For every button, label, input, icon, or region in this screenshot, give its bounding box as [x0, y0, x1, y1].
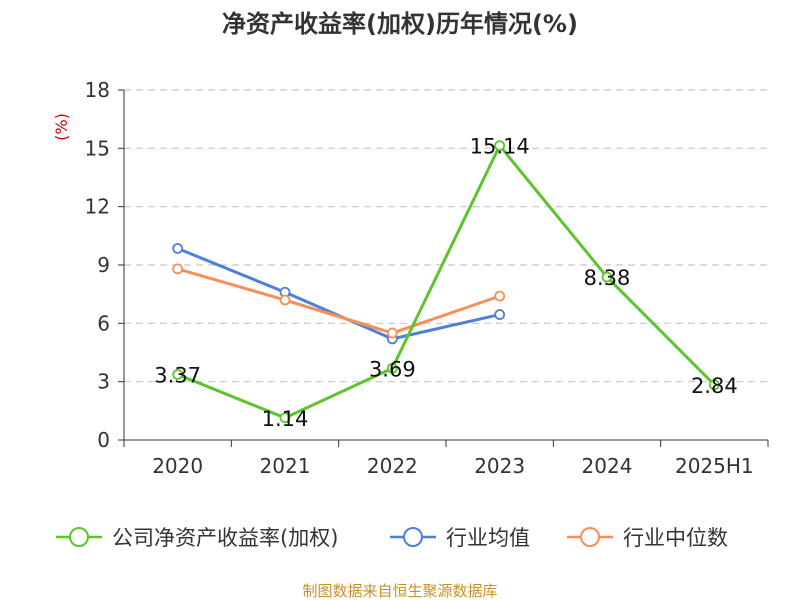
source-note: 制图数据来自恒生聚源数据库 [302, 582, 497, 600]
data-point-0 [386, 362, 398, 374]
data-label: 8.38 [584, 266, 631, 290]
series-line-2 [177, 267, 501, 335]
data-point-0 [494, 140, 506, 152]
data-point-1 [172, 243, 184, 254]
data-label: 3.37 [154, 363, 201, 387]
y-axis-unit: (%) [52, 113, 71, 141]
x-tick-label: 2024 [582, 454, 633, 478]
y-tick-label: 9 [97, 253, 110, 277]
data-label: 15.14 [470, 135, 530, 159]
data-point-2 [494, 290, 506, 302]
data-point-0 [708, 379, 720, 391]
chart-title: 净资产收益率(加权)历年情况(%) [222, 10, 578, 38]
y-tick-label: 18 [85, 78, 110, 102]
x-tick-label: 2020 [152, 454, 203, 478]
data-point-2 [386, 327, 398, 339]
legend-marker [69, 527, 89, 547]
y-tick-label: 15 [85, 136, 110, 160]
y-tick-label: 6 [97, 311, 110, 335]
legend: 公司净资产收益率(加权) 行业均值 行业中位数 [56, 526, 728, 550]
data-label: 3.69 [369, 357, 416, 381]
data-labels: 3.37 1.14 3.69 15.14 8.38 2.84 [154, 135, 737, 431]
series-line-0 [177, 144, 716, 420]
axes: 0 3 6 9 12 15 18 2020 2021 2022 2023 2024 2025H1 [85, 78, 769, 478]
data-point-2 [172, 263, 184, 275]
data-label: 2.84 [691, 374, 738, 398]
y-tick-label: 0 [97, 428, 110, 452]
legend-label: 行业均值 [446, 526, 530, 550]
data-point-0 [279, 412, 291, 424]
x-tick-label: 2023 [474, 454, 525, 478]
legend-label: 行业中位数 [623, 526, 728, 550]
series-line-1 [177, 247, 500, 341]
y-tick-label: 3 [97, 370, 110, 394]
series-lines [172, 140, 720, 424]
data-label: 1.14 [262, 407, 309, 431]
data-point-0 [172, 369, 184, 380]
data-point-1 [494, 309, 506, 320]
x-tick-label: 2021 [260, 454, 311, 478]
data-point-0 [601, 271, 613, 283]
y-tick-label: 12 [85, 195, 110, 219]
grid-lines [124, 89, 768, 383]
x-tick-label: 2022 [367, 454, 418, 478]
x-tick-label: 2025H1 [675, 454, 754, 478]
legend-label: 公司净资产收益率(加权) [112, 526, 338, 550]
data-point-2 [279, 294, 291, 306]
legend-marker [403, 527, 423, 547]
legend-marker [580, 527, 600, 547]
